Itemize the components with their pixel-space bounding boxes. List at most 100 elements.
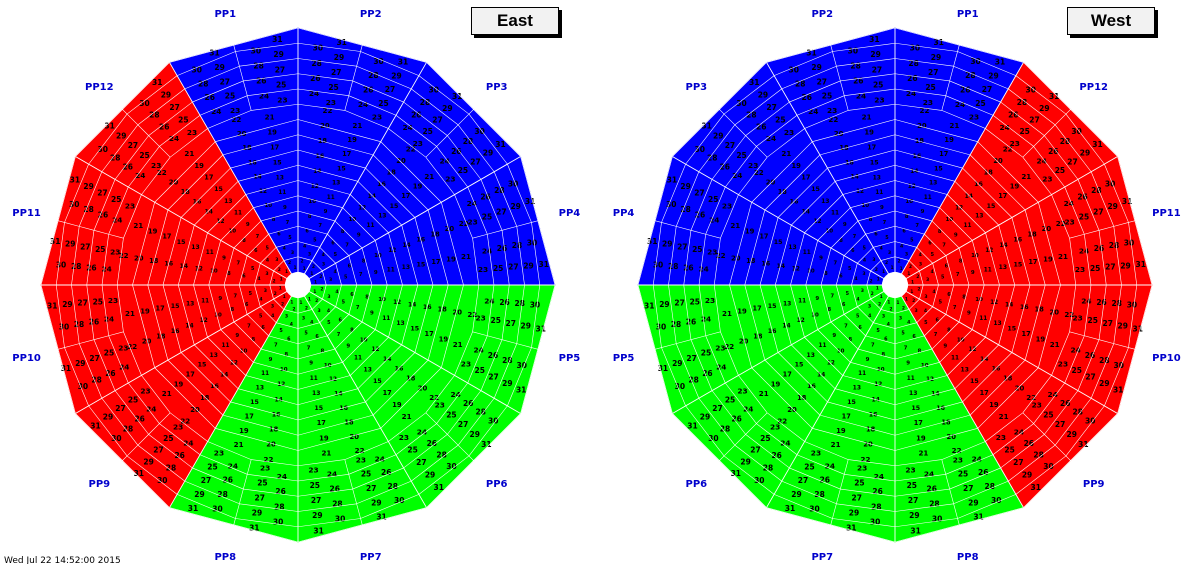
- tile-number: 15: [774, 239, 783, 246]
- pp-label: PP5: [613, 353, 635, 364]
- tile-number: 25: [475, 366, 485, 375]
- tile-number: 25: [328, 83, 338, 92]
- tile-number: 3: [868, 304, 871, 310]
- tile-number: 5: [910, 237, 914, 243]
- tile-edge: [360, 36, 365, 52]
- tile-edge: [957, 36, 962, 52]
- tile-number: 14: [402, 242, 410, 249]
- tile-edge: [894, 149, 963, 169]
- tile-number: 31: [376, 513, 386, 522]
- tile-edge: [297, 225, 328, 235]
- tile-number: 10: [228, 229, 236, 235]
- tile-number: 3: [327, 294, 330, 300]
- tile-number: 13: [909, 390, 917, 397]
- tile-edge: [365, 352, 416, 403]
- tile-number: 23: [874, 96, 884, 105]
- tile-edge: [820, 284, 832, 323]
- tile-edge: [1104, 347, 1129, 406]
- tile-number: 27: [201, 476, 211, 485]
- tile-number: 14: [802, 208, 810, 215]
- tile-number: 18: [753, 332, 763, 340]
- tile-edge: [531, 218, 547, 223]
- tile-number: 9: [832, 333, 836, 339]
- tile-number: 2: [274, 291, 277, 297]
- tile-edge: [93, 230, 109, 235]
- tile-number: 17: [939, 150, 949, 158]
- tile-number: 22: [459, 219, 469, 228]
- tile-number: 4: [856, 296, 860, 302]
- tile-number: 3: [919, 262, 922, 268]
- tile-number: 28: [1091, 186, 1101, 195]
- tile-number: 20: [445, 225, 455, 233]
- tile-number: 22: [754, 168, 764, 177]
- tile-edge: [414, 217, 434, 286]
- tile-number: 21: [949, 121, 959, 130]
- tile-edge: [1022, 157, 1052, 195]
- tile-number: 23: [996, 433, 1006, 442]
- tile-edge: [49, 347, 65, 352]
- tile-number: 21: [162, 389, 172, 398]
- tile-edge: [350, 194, 389, 233]
- tile-number: 27: [908, 496, 918, 505]
- tile-number: 27: [169, 103, 179, 112]
- tile-number: 2: [272, 279, 275, 285]
- tile-number: 22: [777, 417, 787, 426]
- tile-number: 6: [350, 292, 354, 298]
- tile-edge: [177, 494, 236, 519]
- tile-edge: [804, 441, 849, 460]
- tile-number: 22: [828, 115, 838, 124]
- pp-label: PP6: [486, 479, 508, 490]
- tile-edge: [832, 503, 837, 519]
- tile-number: 26: [86, 263, 96, 272]
- tile-number: 5: [304, 330, 308, 336]
- tile-edge: [159, 115, 201, 147]
- tile-edge: [327, 314, 350, 337]
- tile-number: 9: [921, 209, 925, 215]
- tile-number: 7: [318, 223, 322, 229]
- tile-number: 18: [1028, 230, 1038, 238]
- tile-edge: [1065, 103, 1077, 115]
- tile-edge: [725, 146, 757, 188]
- tile-edge: [243, 474, 248, 490]
- tile-number: 29: [523, 261, 533, 270]
- tile-number: 23: [1058, 360, 1068, 369]
- tile-number: 29: [62, 300, 72, 309]
- tile-number: 6: [305, 229, 309, 235]
- tile-edge: [342, 207, 376, 241]
- tile-edge: [713, 455, 725, 467]
- tile-edge: [745, 434, 790, 469]
- tile-number: 27: [458, 420, 468, 429]
- pp-label: PP9: [88, 479, 110, 490]
- tile-number: 1: [896, 300, 899, 306]
- tile-number: 5: [342, 300, 346, 306]
- tile-number: 5: [327, 320, 331, 326]
- tile-number: 13: [364, 366, 372, 373]
- tile-number: 5: [265, 245, 269, 251]
- tile-edge: [947, 337, 986, 376]
- tile-number: 9: [346, 344, 350, 350]
- tile-number: 8: [242, 238, 246, 244]
- tile-number: 6: [254, 248, 258, 254]
- tile-number: 7: [853, 234, 857, 240]
- tile-number: 31: [47, 301, 57, 310]
- tile-number: 29: [758, 91, 768, 100]
- tile-number: 7: [247, 323, 251, 329]
- tile-number: 4: [283, 246, 287, 252]
- tile-number: 31: [1122, 197, 1132, 206]
- tile-edge: [759, 217, 779, 286]
- tile-number: 4: [333, 269, 337, 275]
- tile-number: 30: [789, 65, 799, 74]
- tile-edge: [954, 181, 999, 226]
- tile-number: 24: [417, 427, 427, 436]
- tile-number: 27: [1085, 373, 1095, 382]
- tile-edge: [297, 428, 381, 451]
- tile-number: 22: [920, 106, 930, 115]
- tile-number: 16: [936, 405, 945, 412]
- tile-edge: [356, 503, 361, 519]
- tile-number: 13: [999, 264, 1007, 271]
- tile-number: 22: [952, 446, 962, 455]
- tile-edge: [1054, 398, 1092, 446]
- tile-number: 14: [368, 193, 376, 200]
- tile-edge: [789, 467, 841, 490]
- tile-number: 7: [834, 261, 838, 267]
